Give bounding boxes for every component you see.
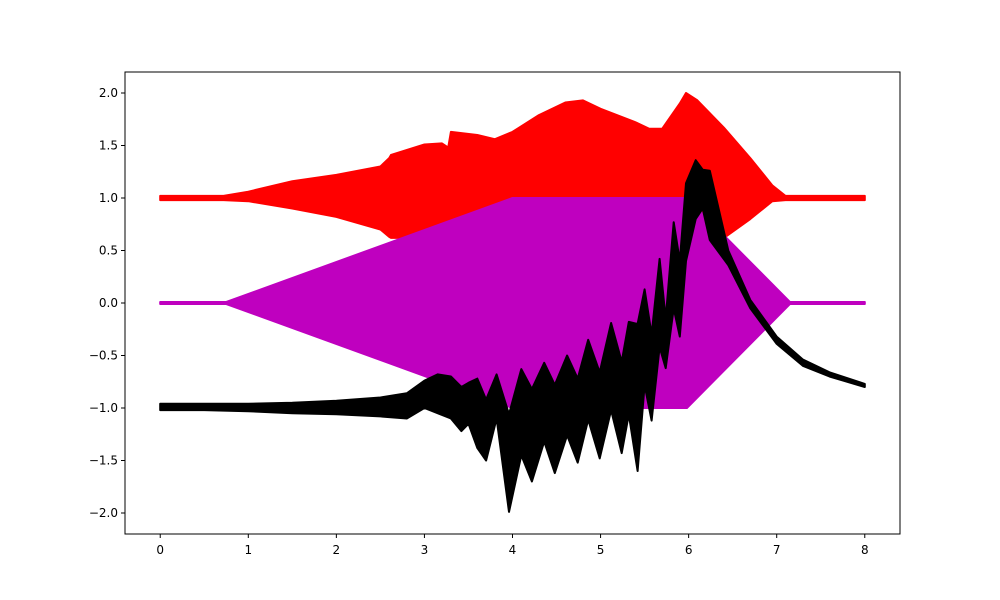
- y-axis: 2.0 1.5 1.0 0.5 0.0 −0.5 −1.0 −1.5 −2.0: [89, 86, 125, 520]
- x-tick-label: 0: [156, 543, 164, 557]
- x-tick-label: 4: [509, 543, 517, 557]
- series-layer: [159, 92, 866, 513]
- x-tick-label: 1: [244, 543, 252, 557]
- y-tick-label: −1.0: [89, 401, 118, 415]
- y-tick-label: 2.0: [99, 86, 118, 100]
- y-tick-label: 0.0: [99, 296, 118, 310]
- series-2-band: [159, 159, 866, 513]
- y-tick-label: 1.5: [99, 139, 118, 153]
- y-tick-label: 1.0: [99, 191, 118, 205]
- x-tick-label: 3: [421, 543, 429, 557]
- y-tick-label: −1.5: [89, 454, 118, 468]
- x-tick-label: 2: [333, 543, 341, 557]
- x-tick-label: 8: [861, 543, 869, 557]
- x-tick-label: 5: [597, 543, 605, 557]
- y-tick-label: −0.5: [89, 349, 118, 363]
- y-tick-label: −2.0: [89, 506, 118, 520]
- x-tick-label: 6: [685, 543, 693, 557]
- x-tick-label: 7: [773, 543, 781, 557]
- x-axis: 0 1 2 3 4 5 6 7 8: [156, 534, 869, 557]
- y-tick-label: 0.5: [99, 244, 118, 258]
